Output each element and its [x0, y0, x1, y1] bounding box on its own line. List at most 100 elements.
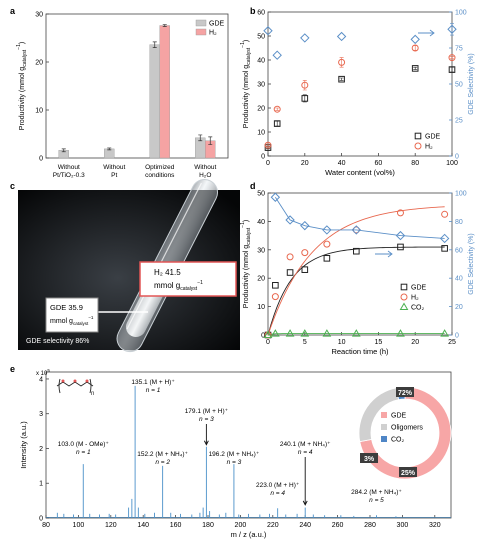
annotation-arrow [302, 457, 308, 506]
y2-tick-label: 40 [455, 276, 463, 283]
point-diamond [263, 26, 273, 36]
peak-annotation-n: n = 4 [298, 449, 313, 456]
chart-b: 0 20 40 60 80 10001020304050600255075100Water… [240, 10, 475, 178]
point-circle [338, 58, 346, 66]
chart-a: 0 10 20 30 Productivity (mmol gcatalyst−1) Wi… [16, 12, 229, 179]
h2-unit: mmol gcatalyst−1 [154, 280, 203, 292]
bar-gde [104, 148, 115, 159]
h2-value: H₂ 41.5 [154, 268, 181, 277]
y-tick-label: 0 [261, 154, 265, 161]
y-tick-label: 0 [39, 516, 43, 523]
peak-annotation-n: n = 1 [146, 387, 161, 394]
x-tick-label: Optimized [145, 164, 175, 171]
legend-label: CO₂ [411, 305, 425, 312]
y-tick-label: 0 [39, 156, 43, 163]
donut-slice-0 [359, 386, 452, 480]
plot-frame [267, 192, 453, 336]
error-bar [152, 41, 157, 48]
x-tick-label: 260 [332, 522, 344, 529]
error-bar [413, 45, 418, 51]
y-axis-label: Intensity (a.u.) [19, 421, 28, 469]
point-circle [301, 81, 309, 89]
error-bar [413, 66, 418, 70]
peak-annotation-n: n = 2 [155, 459, 170, 466]
x-tick-label: Without [194, 164, 216, 171]
point-square [272, 282, 279, 289]
point-circle [411, 44, 419, 52]
y2-tick-label: 80 [455, 219, 463, 226]
peak-annotation-n: n = 3 [199, 416, 214, 423]
error-bar [275, 120, 280, 127]
donut-legend-label: CO₂ [391, 437, 405, 444]
photo-panel: H₂ 41.5 mmol gcatalyst−1 GDE 35.9 mmol g… [18, 178, 240, 353]
point-triangle [270, 329, 280, 337]
x-tick-label: 10 [338, 339, 346, 346]
x-axis-label: Water content (vol%) [325, 168, 395, 177]
y-axis-label-main: Productivity (mmol g [19, 67, 26, 131]
gde-selectivity-caption: GDE selectivity 86% [26, 338, 89, 345]
chart-d: 0 5 10 15 20 2501020304050020406080100Reactio… [240, 191, 475, 357]
x-tick-label: 80 [42, 522, 50, 529]
x-tick-label: 20 [301, 160, 309, 167]
y-tick-label: 50 [257, 191, 265, 198]
gde-value: GDE 35.9 [50, 303, 83, 312]
y-axis-label-close: ) [243, 220, 250, 222]
x-tick-label: 25 [448, 339, 456, 346]
x-tick-label: 80 [411, 160, 419, 167]
point-circle [301, 249, 309, 257]
error-bar [198, 134, 203, 142]
x-tick-label: Without [58, 164, 80, 171]
x-axis-label: Reaction time (h) [331, 347, 389, 356]
x-tick-label: H₂O [199, 172, 211, 179]
structure-n: n [91, 391, 94, 397]
point-triangle [285, 329, 295, 337]
peak-annotation: 284.2 (M + NH₄)⁺ [351, 489, 402, 496]
error-bar [162, 24, 167, 27]
x-tick-label: 180 [202, 522, 214, 529]
bar-gde [149, 44, 160, 159]
point-circle [286, 253, 294, 261]
point-diamond [336, 31, 347, 42]
x-tick-label: 5 [303, 339, 307, 346]
y2-tick-label: 0 [455, 333, 459, 340]
donut-label: 72% [398, 390, 413, 397]
point-triangle [396, 329, 405, 337]
legend-marker [414, 142, 422, 150]
legend-label: GDE [425, 134, 441, 141]
point-diamond [322, 225, 332, 235]
y-tick-label: 30 [257, 82, 265, 89]
point-square [286, 269, 294, 276]
x-tick-label: 20 [411, 339, 419, 346]
peak-annotation: 179.1 (M + H)⁺ [185, 408, 229, 415]
point-square [411, 65, 419, 72]
x-tick-label: 15 [375, 339, 383, 346]
point-diamond [272, 50, 282, 60]
error-bar [266, 143, 270, 147]
y-axis-label-close: ) [19, 42, 26, 44]
bar-h2 [159, 25, 170, 159]
point-diamond [285, 215, 295, 225]
point-square [397, 243, 404, 251]
x-tick-label: 120 [105, 522, 117, 529]
y-tick-label: 1 [39, 481, 43, 488]
y-tick-label: 4 [39, 376, 43, 383]
point-circle [323, 240, 331, 248]
x-tick-label: 0 [266, 160, 270, 167]
point-circle [271, 293, 279, 301]
chart-e: 80 100 120 140 160 180 200 220 240 260 280 300 320 0 1… [19, 368, 452, 539]
peak-annotation: 240.1 (M + NH₄)⁺ [280, 441, 331, 448]
x-tick-label: 140 [137, 522, 149, 529]
peak-annotation-n: n = 5 [369, 497, 384, 504]
y-tick-label: 40 [257, 219, 265, 226]
peak-annotation: 135.1 (M + H)⁺ [131, 379, 175, 386]
selectivity-line [274, 197, 445, 239]
x-axis-label: m / z (a.u.) [231, 530, 267, 539]
peak-annotation: 152.2 (M + NH₄)⁺ [137, 451, 188, 458]
legend-label: H₂ [425, 144, 433, 151]
y-tick-label: 10 [35, 108, 43, 115]
panel-label-c: c [10, 181, 15, 191]
molecule-structure: n [56, 378, 94, 397]
point-diamond [300, 220, 310, 231]
legend-label: GDE [411, 285, 427, 292]
legend-label: GDE [209, 21, 225, 28]
